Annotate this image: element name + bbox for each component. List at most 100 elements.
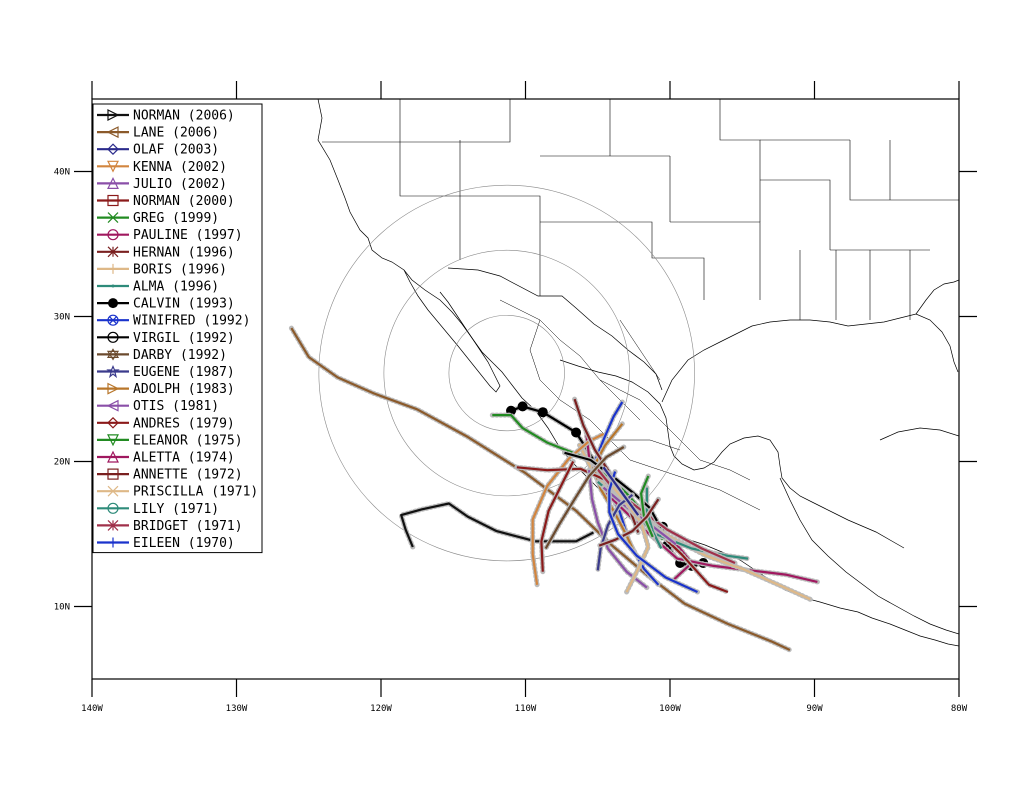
legend-label: GREG (1999)	[133, 211, 219, 226]
legend-label: EUGENE (1987)	[133, 365, 235, 380]
x-tick-label: 80W	[951, 704, 968, 714]
state-boundaries	[322, 99, 959, 320]
legend-item: PRISCILLA (1971)	[97, 485, 258, 500]
legend-label: ELEANOR (1975)	[133, 433, 243, 448]
legend-item: NORMAN (2006)	[97, 109, 235, 124]
legend-label: HERNAN (1996)	[133, 245, 235, 260]
legend-marker	[107, 502, 119, 514]
central-america	[779, 477, 959, 635]
map-axes: 140W 130W 120W 110W 100W 90W 80W 10N 20N 30N 40N	[54, 81, 977, 714]
track-line	[598, 498, 660, 547]
legend-item: LILY (1971)	[97, 502, 219, 517]
gulf-coast	[559, 359, 905, 549]
y-tick-label: 20N	[54, 458, 70, 468]
legend-item: HERNAN (1996)	[97, 245, 235, 260]
legend-item: ALETTA (1974)	[97, 451, 235, 466]
x-tick-label: 120W	[370, 704, 392, 714]
legend-label: PAULINE (1997)	[133, 228, 243, 243]
florida	[915, 279, 959, 315]
legend-item: BORIS (1996)	[97, 262, 227, 277]
legend-item: NORMAN (2000)	[97, 194, 235, 209]
legend-box	[92, 103, 263, 554]
range-ring	[448, 314, 565, 432]
legend-marker	[107, 416, 119, 429]
track-line	[290, 327, 791, 651]
legend-marker	[108, 537, 118, 548]
legend-item: JULIO (2002)	[97, 177, 227, 192]
legend-marker	[106, 348, 120, 361]
track-line	[608, 471, 698, 594]
legend-marker	[106, 399, 119, 412]
legend-label: NORMAN (2000)	[133, 194, 235, 209]
legend-item: DARBY (1992)	[97, 348, 227, 363]
track-line	[596, 494, 634, 571]
legend-marker	[107, 143, 119, 156]
legend-item: CALVIN (1993)	[97, 297, 235, 312]
legend-marker	[107, 229, 119, 241]
track-point	[537, 407, 548, 418]
track-line	[602, 466, 640, 516]
legend-item: PAULINE (1997)	[97, 228, 243, 243]
legend-marker	[107, 314, 119, 326]
track-line	[645, 487, 663, 549]
track-line	[400, 502, 594, 548]
legend-label: ANDRES (1979)	[133, 416, 235, 431]
legend-marker	[108, 298, 118, 309]
legend-item: BRIDGET (1971)	[97, 519, 243, 534]
legend-marker	[107, 177, 119, 189]
legend-label: OTIS (1981)	[133, 399, 219, 414]
legend-label: DARBY (1992)	[133, 348, 227, 363]
legend-label: WINIFRED (1992)	[133, 314, 250, 329]
legend-marker	[107, 450, 119, 463]
legend-item: WINIFRED (1992)	[97, 314, 250, 329]
range-ring	[318, 184, 695, 562]
range-ring	[383, 249, 630, 497]
legend-marker	[108, 263, 118, 274]
x-tick-label: 100W	[659, 704, 681, 714]
y-tick-label: 40N	[54, 168, 70, 178]
legend-label: BORIS (1996)	[133, 262, 227, 277]
legend-item: ADOLPH (1983)	[97, 382, 235, 397]
legend-label: ADOLPH (1983)	[133, 382, 235, 397]
track-line	[544, 446, 625, 550]
mexico-state-boundaries	[499, 299, 761, 511]
track-marker-trail	[288, 325, 793, 653]
legend-label: PRISCILLA (1971)	[133, 485, 258, 500]
legend-label: ALETTA (1974)	[133, 451, 235, 466]
legend-item: GREG (1999)	[97, 211, 219, 226]
legend-item: ALMA (1996)	[97, 280, 219, 295]
track-point	[571, 427, 582, 438]
legend-marker	[106, 364, 120, 379]
legend-label: CALVIN (1993)	[133, 297, 235, 312]
legend-label: JULIO (2002)	[133, 177, 227, 192]
y-tick-label: 10N	[54, 603, 70, 613]
legend: NORMAN (2006) LANE (2006) OLAF (2003) KENNA…	[92, 103, 263, 554]
legend-label: BRIDGET (1971)	[133, 519, 243, 534]
track-line	[540, 461, 575, 572]
legend-item: LANE (2006)	[97, 126, 219, 141]
legend-item: ANDRES (1979)	[97, 416, 235, 431]
legend-marker	[107, 468, 119, 480]
legend-item: EUGENE (1987)	[97, 364, 235, 380]
legend-item: EILEEN (1970)	[97, 536, 235, 551]
legend-marker	[107, 382, 120, 395]
legend-marker	[107, 212, 119, 224]
legend-item: OTIS (1981)	[97, 399, 219, 414]
us-mexico-border	[447, 267, 663, 391]
legend-marker	[107, 160, 119, 173]
legend-marker	[111, 284, 115, 288]
legend-label: VIRGIL (1992)	[133, 331, 235, 346]
legend-label: KENNA (2002)	[133, 160, 227, 175]
legend-marker	[107, 434, 119, 447]
legend-item: ELEANOR (1975)	[97, 433, 243, 448]
legend-label: LILY (1971)	[133, 502, 219, 517]
range-rings	[318, 184, 695, 562]
legend-marker	[107, 246, 119, 258]
cuba	[879, 427, 959, 441]
us-gulf-coast	[661, 313, 959, 403]
storm-tracks	[288, 325, 820, 653]
x-tick-label: 130W	[226, 704, 248, 714]
track-point	[517, 401, 528, 412]
legend-item: KENNA (2002)	[97, 160, 227, 175]
